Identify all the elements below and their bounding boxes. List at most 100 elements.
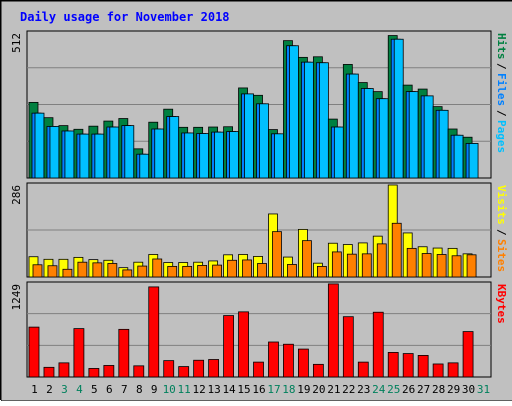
legend-sites: Sites	[495, 239, 508, 272]
bar-pages-day-10	[169, 116, 180, 179]
bar-sites-day-7	[122, 269, 133, 278]
bar-kbytes-day-3	[58, 362, 70, 378]
bar-pages-day-16	[259, 103, 269, 179]
bar-kbytes-day-16	[253, 361, 264, 378]
panel-visits-sites: 286 Visits / Sites	[10, 182, 508, 278]
x-tick-label-24: 24	[372, 383, 386, 396]
bar-sites-day-28	[436, 254, 447, 278]
bar-sites-day-19	[302, 240, 312, 278]
x-tick-label-6: 6	[106, 383, 113, 396]
bar-pages-day-6	[109, 126, 120, 179]
bar-kbytes-day-10	[163, 360, 175, 378]
bar-pages-day-5	[94, 133, 105, 179]
bar-kbytes-day-18	[283, 343, 294, 378]
x-tick-label-23: 23	[357, 383, 370, 396]
x-tick-label-17: 17	[267, 383, 280, 396]
y-max-label-pages-files-hits: 512	[10, 33, 23, 53]
bar-pages-day-17	[274, 133, 284, 179]
bar-pages-day-12	[199, 133, 210, 179]
bar-sites-day-21	[331, 251, 342, 278]
x-tick-label-3: 3	[61, 383, 68, 396]
bar-sites-day-18	[287, 264, 297, 278]
x-axis-labels: 1 2 3 4 5 6 7 8 9 10 11 12 13 14 15 16 17 18 19 20 21 22 23 24 2…	[31, 383, 490, 396]
bar-pages-day-20	[318, 62, 329, 179]
bar-sites-day-8	[137, 265, 148, 278]
bar-kbytes-day-21	[327, 283, 339, 378]
legend-visits: Visits	[495, 185, 508, 225]
legend-pages-files-hits: Hits / Files / Pages	[495, 33, 508, 153]
bar-pages-day-11	[184, 132, 195, 179]
x-tick-label-28: 28	[432, 383, 445, 396]
bar-sites-day-9	[152, 258, 163, 278]
bar-sites-day-4	[77, 261, 88, 278]
bar-pages-day-21	[333, 126, 344, 179]
legend-separator: /	[495, 63, 508, 70]
chart-title: Daily usage for November 2018	[20, 10, 230, 24]
bar-sites-day-25	[391, 222, 402, 278]
x-tick-label-20: 20	[312, 383, 325, 396]
chart-panels: 512 Hits / Files / Pages 286 Visits / Sites 1249 KB…	[10, 30, 508, 378]
legend-kbytes: KBytes	[495, 284, 508, 324]
bar-pages-day-15	[244, 93, 254, 179]
bar-sites-day-2	[47, 265, 58, 278]
bar-pages-day-25	[393, 38, 404, 179]
bar-kbytes-day-11	[178, 366, 190, 378]
x-tick-label-7: 7	[121, 383, 128, 396]
bar-sites-day-6	[107, 263, 118, 278]
x-tick-label-16: 16	[252, 383, 265, 396]
x-tick-label-25: 25	[387, 383, 400, 396]
bar-pages-day-22	[348, 73, 359, 179]
bar-sites-day-10	[167, 265, 178, 278]
bar-pages-day-9	[154, 128, 165, 179]
x-tick-label-1: 1	[31, 383, 38, 396]
x-tick-label-2: 2	[46, 383, 53, 396]
bar-kbytes-day-28	[432, 363, 444, 378]
bar-kbytes-day-22	[342, 316, 354, 378]
bar-kbytes-day-7	[118, 328, 130, 378]
bar-kbytes-day-29	[447, 362, 459, 378]
bar-pages-day-19	[304, 61, 314, 179]
bar-kbytes-day-12	[193, 359, 205, 378]
bar-kbytes-day-5	[88, 368, 100, 378]
bar-sites-day-15	[242, 259, 252, 278]
bar-kbytes-day-15	[238, 311, 249, 378]
bar-kbytes-day-30	[462, 331, 474, 378]
bar-pages-day-27	[423, 95, 434, 179]
legend-visits-sites: Visits / Sites	[495, 185, 508, 272]
x-tick-label-9: 9	[151, 383, 158, 396]
bar-pages-day-8	[139, 153, 150, 179]
x-tick-label-18: 18	[282, 383, 295, 396]
bar-pages-day-23	[363, 88, 374, 179]
bar-pages-day-28	[438, 109, 449, 179]
x-tick-label-10: 10	[163, 383, 176, 396]
bar-kbytes-day-26	[402, 353, 414, 378]
bar-kbytes-day-8	[133, 365, 145, 378]
bar-kbytes-day-17	[268, 341, 279, 378]
bar-sites-day-26	[406, 247, 417, 278]
bar-sites-day-30	[466, 254, 477, 278]
y-max-label-visits-sites: 286	[10, 185, 23, 205]
bar-kbytes-day-6	[103, 365, 115, 378]
bar-pages-day-1	[34, 112, 45, 179]
bar-pages-day-2	[49, 126, 60, 179]
x-tick-label-29: 29	[447, 383, 460, 396]
x-tick-label-19: 19	[297, 383, 310, 396]
legend-pages: Pages	[495, 120, 508, 153]
panel-kbytes: 1249 KBytes	[10, 281, 508, 378]
legend-files: Files	[495, 73, 508, 106]
bar-pages-day-24	[378, 98, 389, 179]
legend-separator: /	[495, 110, 508, 117]
x-tick-label-22: 22	[342, 383, 355, 396]
bar-sites-day-5	[92, 262, 103, 278]
bar-kbytes-day-19	[298, 348, 309, 378]
bar-sites-day-20	[316, 265, 327, 278]
bar-pages-day-14	[229, 131, 239, 179]
legend-hits: Hits	[495, 33, 508, 60]
bar-pages-day-4	[79, 133, 90, 179]
bar-pages-day-3	[64, 130, 75, 179]
bar-kbytes-day-14	[223, 315, 234, 378]
bar-pages-day-26	[408, 91, 419, 179]
bar-sites-day-29	[451, 255, 462, 278]
